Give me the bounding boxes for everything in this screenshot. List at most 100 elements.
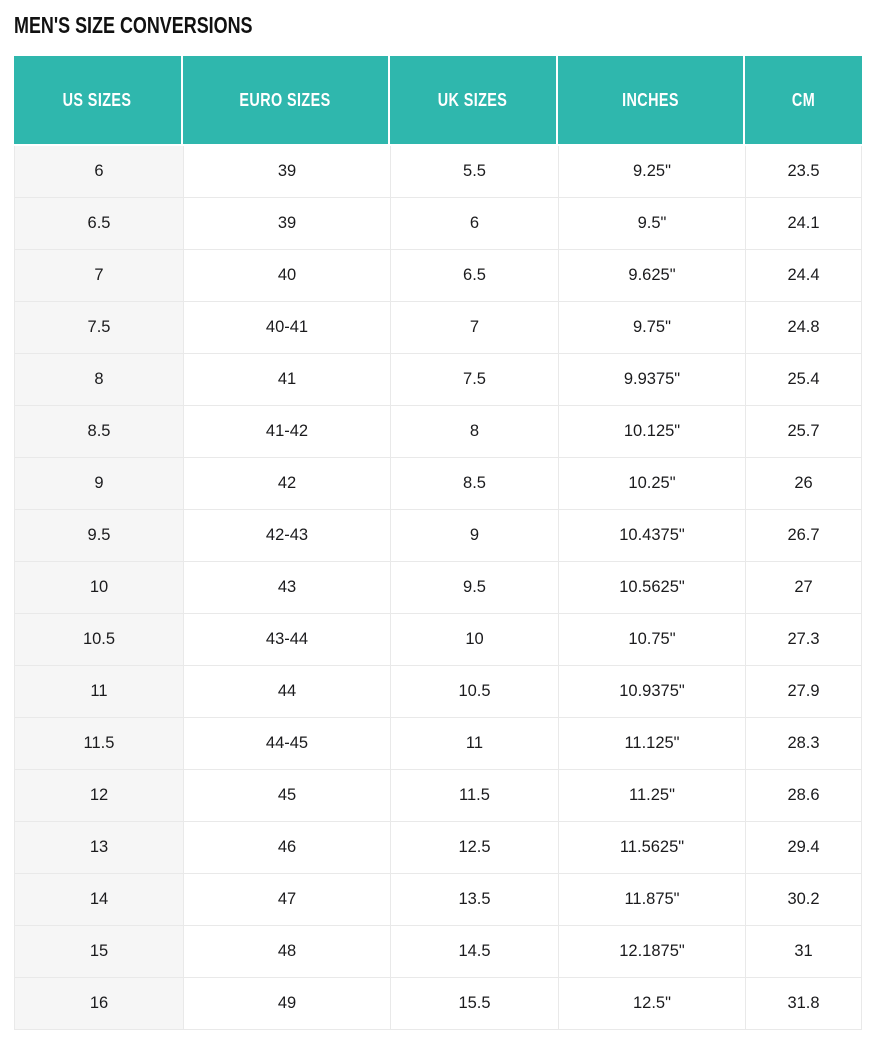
table-cell: 27.9: [745, 666, 862, 718]
column-header-label: EURO SIZES: [239, 89, 332, 110]
column-header-label: INCHES: [622, 89, 679, 110]
table-cell: 41-42: [183, 406, 390, 458]
table-cell: 39: [183, 198, 390, 250]
table-header-row: US SIZES EURO SIZES UK SIZES INCHES CM: [14, 56, 862, 146]
table-cell: 7: [14, 250, 183, 302]
table-cell: 9.75": [558, 302, 745, 354]
table-header: US SIZES EURO SIZES UK SIZES INCHES CM: [14, 56, 862, 146]
table-row: 6.5 39 6 9.5" 24.1: [14, 198, 862, 250]
table-cell: 10.125": [558, 406, 745, 458]
table-row: 12 45 11.5 11.25" 28.6: [14, 770, 862, 822]
table-body: 6 39 5.5 9.25" 23.5 6.5 39 6 9.5" 24.1 7 40 6.5 9.625…: [14, 146, 862, 1030]
table-cell: 49: [183, 978, 390, 1030]
table-cell: 6.5: [14, 198, 183, 250]
table-cell: 6: [14, 146, 183, 198]
table-row: 9.5 42-43 9 10.4375" 26.7: [14, 510, 862, 562]
column-header-label: CM: [791, 89, 816, 110]
table-cell: 15: [14, 926, 183, 978]
table-cell: 12: [14, 770, 183, 822]
table-cell: 7.5: [390, 354, 558, 406]
table-cell: 28.6: [745, 770, 862, 822]
table-cell: 48: [183, 926, 390, 978]
page-title-text: MEN'S SIZE CONVERSIONS: [14, 12, 253, 38]
table-cell: 31: [745, 926, 862, 978]
table-cell: 9.5: [390, 562, 558, 614]
column-header: UK SIZES: [390, 56, 558, 146]
table-cell: 10.25": [558, 458, 745, 510]
table-cell: 45: [183, 770, 390, 822]
table-cell: 10.75": [558, 614, 745, 666]
table-cell: 25.7: [745, 406, 862, 458]
table-row: 11.5 44-45 11 11.125" 28.3: [14, 718, 862, 770]
table-cell: 9.25": [558, 146, 745, 198]
table-row: 7.5 40-41 7 9.75" 24.8: [14, 302, 862, 354]
table-cell: 14.5: [390, 926, 558, 978]
table-row: 6 39 5.5 9.25" 23.5: [14, 146, 862, 198]
table-row: 8 41 7.5 9.9375" 25.4: [14, 354, 862, 406]
table-cell: 24.1: [745, 198, 862, 250]
table-cell: 44-45: [183, 718, 390, 770]
table-cell: 26: [745, 458, 862, 510]
table-cell: 11.125": [558, 718, 745, 770]
table-row: 14 47 13.5 11.875" 30.2: [14, 874, 862, 926]
table-cell: 10.5625": [558, 562, 745, 614]
table-row: 10.5 43-44 10 10.75" 27.3: [14, 614, 862, 666]
size-conversion-table: US SIZES EURO SIZES UK SIZES INCHES CM 6 39 5.…: [14, 56, 862, 1030]
table-cell: 27: [745, 562, 862, 614]
table-cell: 40: [183, 250, 390, 302]
table-row: 10 43 9.5 10.5625" 27: [14, 562, 862, 614]
table-row: 9 42 8.5 10.25" 26: [14, 458, 862, 510]
table-cell: 29.4: [745, 822, 862, 874]
table-cell: 43-44: [183, 614, 390, 666]
table-cell: 6: [390, 198, 558, 250]
table-cell: 41: [183, 354, 390, 406]
table-cell: 10: [390, 614, 558, 666]
table-cell: 27.3: [745, 614, 862, 666]
table-cell: 39: [183, 146, 390, 198]
table-cell: 10.9375": [558, 666, 745, 718]
table-row: 11 44 10.5 10.9375" 27.9: [14, 666, 862, 718]
table-cell: 9.9375": [558, 354, 745, 406]
table-row: 8.5 41-42 8 10.125" 25.7: [14, 406, 862, 458]
column-header: EURO SIZES: [183, 56, 390, 146]
table-cell: 8.5: [14, 406, 183, 458]
table-cell: 24.8: [745, 302, 862, 354]
table-cell: 24.4: [745, 250, 862, 302]
table-cell: 8.5: [390, 458, 558, 510]
table-cell: 6.5: [390, 250, 558, 302]
table-cell: 5.5: [390, 146, 558, 198]
table-cell: 44: [183, 666, 390, 718]
table-row: 7 40 6.5 9.625" 24.4: [14, 250, 862, 302]
table-cell: 46: [183, 822, 390, 874]
table-cell: 9.625": [558, 250, 745, 302]
table-cell: 10.4375": [558, 510, 745, 562]
column-header: CM: [745, 56, 862, 146]
table-cell: 10.5: [390, 666, 558, 718]
table-cell: 7: [390, 302, 558, 354]
table-cell: 14: [14, 874, 183, 926]
table-cell: 12.1875": [558, 926, 745, 978]
table-cell: 7.5: [14, 302, 183, 354]
table-cell: 9.5: [14, 510, 183, 562]
column-header: INCHES: [558, 56, 745, 146]
table-cell: 40-41: [183, 302, 390, 354]
table-cell: 43: [183, 562, 390, 614]
table-cell: 9: [390, 510, 558, 562]
table-cell: 13: [14, 822, 183, 874]
table-cell: 11: [390, 718, 558, 770]
table-cell: 42-43: [183, 510, 390, 562]
table-cell: 15.5: [390, 978, 558, 1030]
column-header: US SIZES: [14, 56, 183, 146]
table-cell: 12.5": [558, 978, 745, 1030]
column-header-label: UK SIZES: [438, 89, 508, 110]
table-row: 15 48 14.5 12.1875" 31: [14, 926, 862, 978]
table-cell: 30.2: [745, 874, 862, 926]
table-cell: 11: [14, 666, 183, 718]
table-cell: 11.875": [558, 874, 745, 926]
table-cell: 10.5: [14, 614, 183, 666]
table-cell: 47: [183, 874, 390, 926]
table-row: 13 46 12.5 11.5625" 29.4: [14, 822, 862, 874]
column-header-label: US SIZES: [63, 89, 132, 110]
table-cell: 23.5: [745, 146, 862, 198]
